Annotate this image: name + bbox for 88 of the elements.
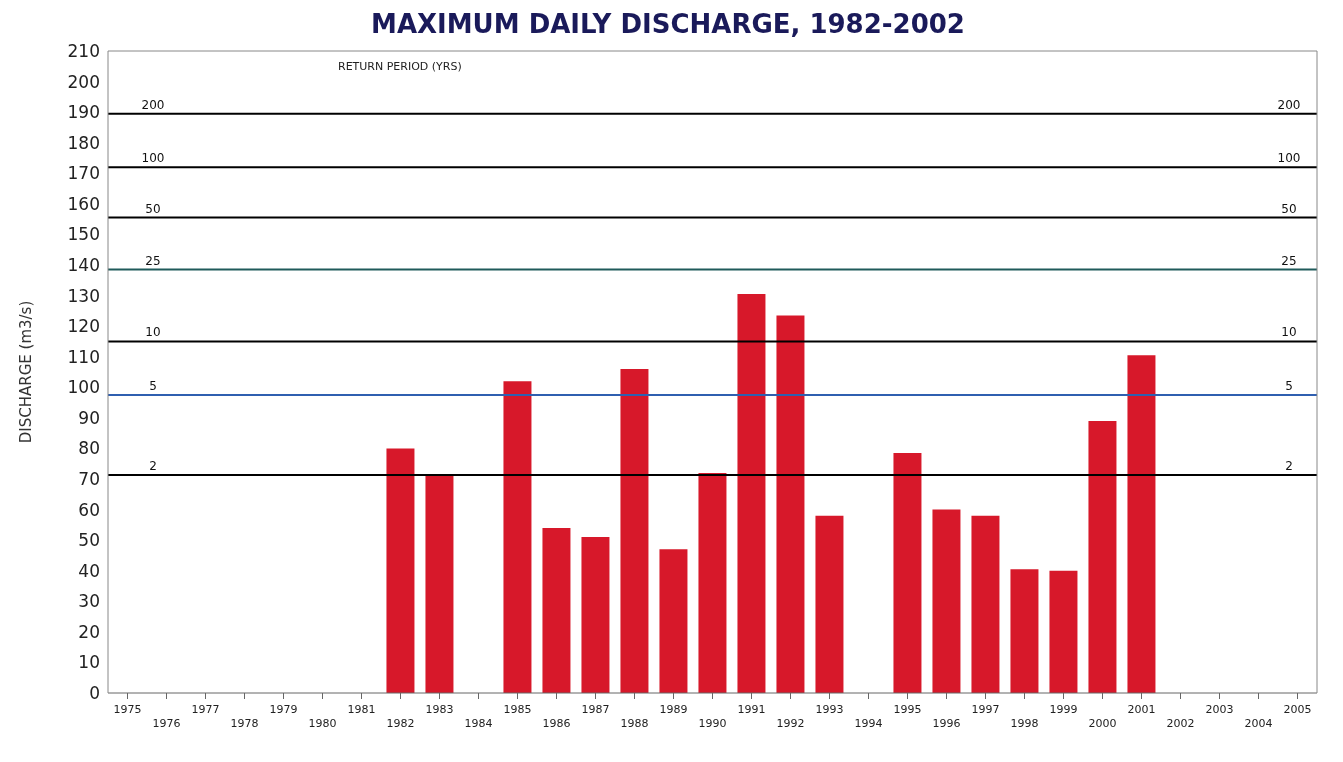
bar <box>581 537 610 693</box>
annotation: 200 <box>141 97 165 112</box>
x-tick-label: 1975 <box>113 703 142 716</box>
y-tick-label: 0 <box>89 683 100 704</box>
x-tick-label: 2003 <box>1205 703 1234 716</box>
y-tick-label: 80 <box>78 438 100 459</box>
bar <box>620 368 649 693</box>
x-tick-label: 1994 <box>854 717 883 730</box>
x-tick-label: 1998 <box>1010 717 1039 730</box>
x-tick-label: 1991 <box>737 703 766 716</box>
bar <box>893 453 922 693</box>
y-tick-label: 110 <box>67 346 100 367</box>
y-tick-label: 130 <box>67 285 100 306</box>
x-tick-label: 1978 <box>230 717 259 730</box>
bar <box>698 472 727 693</box>
bar <box>503 381 532 693</box>
x-tick-label: 1976 <box>152 717 181 730</box>
annotation: RETURN PERIOD (YRS) <box>338 60 462 73</box>
y-tick-label: 100 <box>67 377 100 398</box>
bar <box>425 474 454 693</box>
bar <box>1127 355 1156 693</box>
x-tick-label: 1990 <box>698 717 727 730</box>
bar <box>737 294 766 693</box>
bar <box>932 509 961 693</box>
bar <box>971 515 1000 693</box>
x-tick-label: 1981 <box>347 703 376 716</box>
x-tick-label: 1982 <box>386 717 415 730</box>
text: 10 <box>1281 325 1297 340</box>
x-tick-label: 1997 <box>971 703 1000 716</box>
x-tick-label: 1996 <box>932 717 961 730</box>
y-tick-label: 210 <box>67 41 100 62</box>
y-tick-label: 10 <box>78 652 100 673</box>
annotation: 25 <box>145 253 161 268</box>
x-tick-label: 2002 <box>1166 717 1195 730</box>
x-tick-label: 1984 <box>464 717 493 730</box>
bar <box>386 448 415 693</box>
x-tick-label: 1989 <box>659 703 688 716</box>
x-tick-label: 1985 <box>503 703 532 716</box>
x-tick-label: 1999 <box>1049 703 1078 716</box>
bar <box>1010 569 1039 693</box>
bar <box>776 315 805 693</box>
annotation: 10 <box>145 325 161 340</box>
x-tick-label: 2004 <box>1244 717 1273 730</box>
x-tick-label: 2001 <box>1127 703 1156 716</box>
x-tick-label: 1988 <box>620 717 649 730</box>
y-tick-label: 30 <box>78 591 100 612</box>
chart-title: MAXIMUM DAILY DISCHARGE, 1982-2002 <box>370 8 966 40</box>
x-tick-label: 1979 <box>269 703 298 716</box>
y-tick-label: 180 <box>67 132 100 153</box>
y-tick-label: 200 <box>67 71 100 92</box>
text: 5 <box>1285 378 1293 393</box>
text: 25 <box>1281 253 1297 268</box>
y-tick-label: 160 <box>67 193 100 214</box>
y-tick-label: 120 <box>67 316 100 337</box>
x-tick-label: 2005 <box>1283 703 1312 716</box>
bar <box>659 549 688 693</box>
annotation: 100 <box>141 151 165 166</box>
x-tick-label: 1995 <box>893 703 922 716</box>
y-tick-label: 40 <box>78 560 100 581</box>
y-tick-label: 20 <box>78 621 100 642</box>
text: 50 <box>1281 201 1297 216</box>
x-tick-label: 2000 <box>1088 717 1117 730</box>
x-tick-label: 1983 <box>425 703 454 716</box>
y-tick-label: 140 <box>67 255 100 276</box>
y-tick-label: 170 <box>67 163 100 184</box>
x-tick-label: 1987 <box>581 703 610 716</box>
annotation: 2 <box>149 459 157 474</box>
annotation: 5 <box>149 378 157 393</box>
y-tick-label: 190 <box>67 102 100 123</box>
text: 200 <box>1277 97 1301 112</box>
bar <box>1088 420 1117 693</box>
bar <box>1049 570 1078 693</box>
text: 2 <box>1285 459 1293 474</box>
x-tick-label: 1980 <box>308 717 337 730</box>
x-tick-label: 1992 <box>776 717 805 730</box>
y-tick-label: 70 <box>78 469 100 490</box>
y-tick-label: 50 <box>78 530 100 551</box>
x-tick-label: 1986 <box>542 717 571 730</box>
y-tick-label: 60 <box>78 499 100 520</box>
y-tick-label: 150 <box>67 224 100 245</box>
bar <box>815 515 844 693</box>
y-tick-label: 90 <box>78 407 100 428</box>
text: 100 <box>1277 151 1301 166</box>
x-tick-label: 1993 <box>815 703 844 716</box>
x-tick-label: 1977 <box>191 703 220 716</box>
y-axis-title: DISCHARGE (m3/s) <box>17 300 36 444</box>
bar <box>542 527 571 693</box>
annotation: 50 <box>145 201 161 216</box>
